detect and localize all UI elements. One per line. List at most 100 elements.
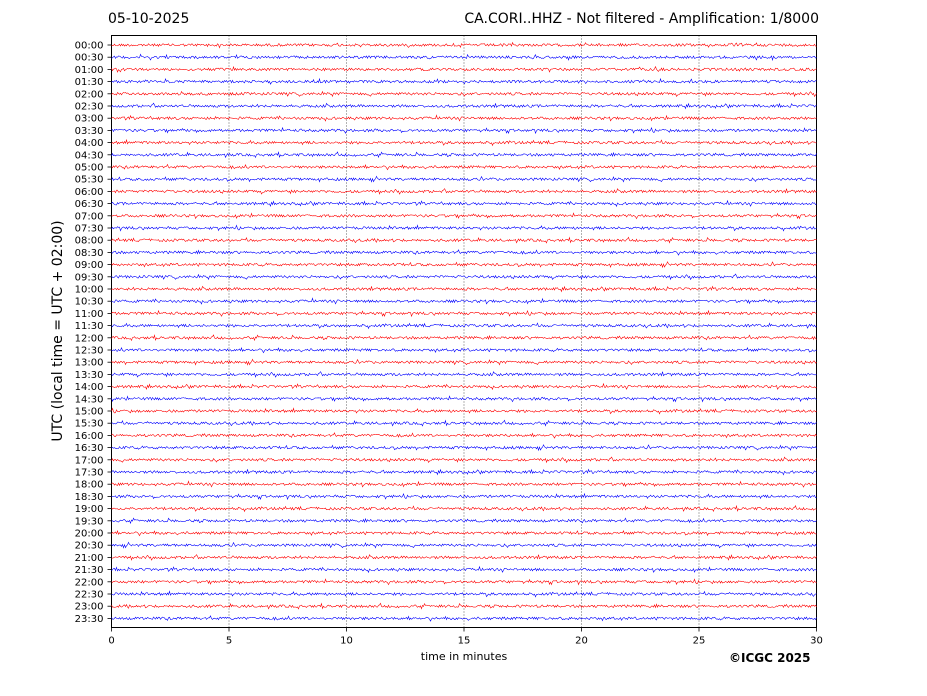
y-tick-label: 13:00 bbox=[75, 358, 104, 369]
trace-line bbox=[111, 163, 817, 171]
trace-line bbox=[111, 41, 817, 49]
y-tick-label: 03:00 bbox=[75, 114, 104, 125]
y-tick-label: 14:00 bbox=[75, 382, 104, 393]
y-tick-label: 00:00 bbox=[75, 41, 104, 52]
trace-line bbox=[111, 541, 817, 549]
trace-group bbox=[111, 41, 817, 622]
trace-line bbox=[111, 371, 817, 378]
y-tick-label: 12:30 bbox=[75, 346, 104, 357]
x-tick-label: 15 bbox=[458, 636, 471, 647]
y-tick-label: 21:00 bbox=[75, 553, 104, 564]
trace-line bbox=[111, 273, 817, 281]
x-tick-label: 0 bbox=[108, 636, 114, 647]
trace-line bbox=[111, 554, 817, 561]
trace-line bbox=[111, 578, 817, 586]
trace-line bbox=[111, 565, 817, 574]
trace-line bbox=[111, 468, 817, 476]
y-axis-label: UTC (local time = UTC + 02:00) bbox=[50, 220, 66, 441]
x-tick-label: 20 bbox=[575, 636, 588, 647]
y-tick-label: 21:30 bbox=[75, 565, 104, 576]
trace-line bbox=[111, 151, 817, 159]
trace-line bbox=[111, 188, 817, 195]
y-tick-label: 03:30 bbox=[75, 126, 104, 137]
trace-line bbox=[111, 297, 817, 305]
trace-line bbox=[111, 492, 817, 501]
trace-line bbox=[111, 236, 817, 244]
trace-line bbox=[111, 261, 817, 269]
y-tick-label: 10:00 bbox=[75, 285, 104, 296]
y-tick-label: 02:30 bbox=[75, 102, 104, 113]
y-tick-label: 06:00 bbox=[75, 187, 104, 198]
x-tick-label: 25 bbox=[693, 636, 706, 647]
x-tick-label: 10 bbox=[340, 636, 353, 647]
trace-line bbox=[111, 334, 817, 342]
y-tick-label: 19:30 bbox=[75, 516, 104, 527]
trace-line bbox=[111, 77, 817, 85]
trace-line bbox=[111, 212, 817, 220]
copyright-label: ©ICGC 2025 bbox=[729, 651, 811, 665]
y-tick-label: 10:30 bbox=[75, 297, 104, 308]
y-tick-label: 17:30 bbox=[75, 468, 104, 479]
trace-line bbox=[111, 249, 817, 256]
y-tick-label: 18:00 bbox=[75, 480, 104, 491]
y-tick-label: 09:30 bbox=[75, 272, 104, 283]
y-tick-label: 01:00 bbox=[75, 65, 104, 76]
y-tick-label: 16:00 bbox=[75, 431, 104, 442]
trace-line bbox=[111, 224, 817, 232]
y-tick-label: 23:00 bbox=[75, 602, 104, 613]
y-tick-label: 15:00 bbox=[75, 407, 104, 418]
trace-line bbox=[111, 358, 817, 366]
y-tick-label: 01:30 bbox=[75, 77, 104, 88]
trace-line bbox=[111, 395, 817, 403]
trace-line bbox=[111, 322, 817, 330]
y-tick-label: 22:00 bbox=[75, 577, 104, 588]
x-axis-ticks: 0 5 10 15 20 25 30 bbox=[108, 627, 823, 647]
trace-line bbox=[111, 529, 817, 537]
trace-line bbox=[111, 126, 817, 135]
trace-line bbox=[111, 65, 817, 73]
y-tick-label: 12:00 bbox=[75, 333, 104, 344]
y-tick-label: 04:30 bbox=[75, 150, 104, 161]
trace-line bbox=[111, 480, 817, 488]
trace-line bbox=[111, 285, 817, 293]
y-tick-label: 08:00 bbox=[75, 236, 104, 247]
x-tick-label: 5 bbox=[226, 636, 232, 647]
plot-frame bbox=[111, 35, 817, 628]
y-tick-label: 20:00 bbox=[75, 529, 104, 540]
trace-line bbox=[111, 114, 817, 122]
trace-line bbox=[111, 407, 817, 415]
trace-line bbox=[111, 90, 817, 98]
y-tick-label: 02:00 bbox=[75, 89, 104, 100]
y-tick-label: 05:00 bbox=[75, 163, 104, 174]
trace-line bbox=[111, 504, 817, 513]
trace-line bbox=[111, 309, 817, 318]
y-tick-label: 06:30 bbox=[75, 199, 104, 210]
y-tick-label: 13:30 bbox=[75, 370, 104, 381]
y-tick-label: 11:00 bbox=[75, 309, 104, 320]
date-label: 05-10-2025 bbox=[108, 11, 190, 27]
y-tick-label: 19:00 bbox=[75, 504, 104, 515]
trace-line bbox=[111, 53, 817, 62]
y-tick-label: 22:30 bbox=[75, 590, 104, 601]
trace-line bbox=[111, 456, 817, 464]
chart-title: CA.CORI..HHZ - Not filtered - Amplificat… bbox=[464, 11, 819, 27]
y-tick-label: 07:00 bbox=[75, 211, 104, 222]
y-tick-label: 09:00 bbox=[75, 260, 104, 271]
y-tick-label: 18:30 bbox=[75, 492, 104, 503]
y-tick-label: 11:30 bbox=[75, 321, 104, 332]
grid-lines bbox=[228, 35, 700, 628]
trace-line bbox=[111, 138, 817, 147]
trace-line bbox=[111, 444, 817, 452]
y-tick-label: 04:00 bbox=[75, 138, 104, 149]
trace-line bbox=[111, 615, 817, 622]
y-tick-label: 00:30 bbox=[75, 53, 104, 64]
trace-line bbox=[111, 419, 817, 427]
y-tick-label: 08:30 bbox=[75, 248, 104, 259]
trace-line bbox=[111, 602, 817, 610]
y-tick-label: 17:00 bbox=[75, 455, 104, 466]
trace-line bbox=[111, 432, 817, 439]
y-tick-label: 05:30 bbox=[75, 175, 104, 186]
